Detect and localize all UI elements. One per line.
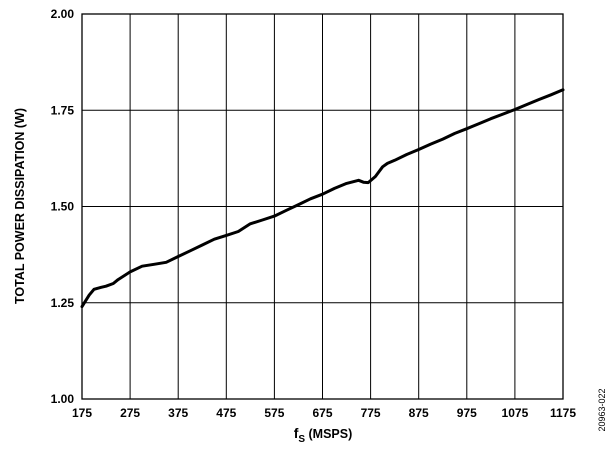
x-tick-label: 975 — [457, 406, 477, 420]
x-tick-label: 675 — [312, 406, 332, 420]
x-tick-label: 475 — [216, 406, 236, 420]
y-tick-label: 2.00 — [51, 7, 75, 21]
figure-id: 20963-022 — [597, 388, 607, 431]
x-axis-title-main: f — [294, 425, 299, 441]
series-line — [80, 88, 565, 309]
x-tick-label: 575 — [264, 406, 284, 420]
x-axis-title-units: (MSPS) — [305, 427, 352, 441]
y-axis-title: TOTAL POWER DISSIPATION (W) — [13, 108, 27, 304]
y-tick-labels: 1.00 1.25 1.50 1.75 2.00 — [51, 7, 75, 406]
x-tick-label: 1175 — [550, 406, 576, 420]
x-tick-label: 1075 — [502, 406, 529, 420]
plot-frame — [81, 13, 564, 400]
grid-lines — [81, 13, 564, 400]
x-tick-labels: 175 275 375 475 575 675 775 875 975 1075 1175 — [72, 406, 576, 420]
x-tick-label: 275 — [120, 406, 140, 420]
x-tick-label: 775 — [361, 406, 381, 420]
x-axis-title-subscript: S — [298, 434, 305, 445]
y-tick-label: 1.50 — [51, 200, 75, 214]
y-tick-label: 1.25 — [51, 296, 75, 310]
series-line-layer — [80, 88, 565, 309]
y-tick-label: 1.00 — [51, 392, 75, 406]
y-tick-label: 1.75 — [51, 103, 75, 117]
x-tick-label: 375 — [168, 406, 188, 420]
x-tick-label: 875 — [409, 406, 429, 420]
x-axis-title: fS (MSPS) — [294, 425, 353, 445]
x-tick-label: 175 — [72, 406, 92, 420]
